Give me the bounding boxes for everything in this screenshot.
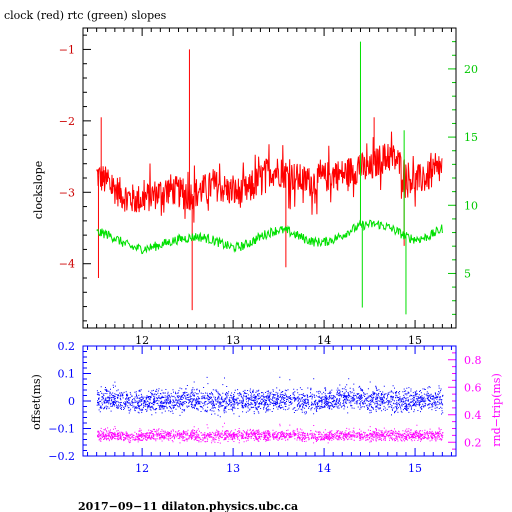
offset-plot-ticks: 12 13 14 15 −0.2 −0.1 0 0.1 0.2 0.2 0.4 0.6 0.8 <box>48 340 481 475</box>
offset-plot-data <box>96 376 444 444</box>
slopes-y-tick-label-right: 20 <box>464 63 478 76</box>
slopes-x-tick-label: 15 <box>408 334 422 347</box>
slopes-y-tick-label-right: 5 <box>464 267 471 280</box>
slopes-y-tick-label-right: 10 <box>464 199 478 212</box>
offset-y-tick-label: 0.2 <box>58 340 76 353</box>
offset-x-tick-label: 13 <box>226 462 240 475</box>
offset-y-tick-label: −0.1 <box>48 423 75 436</box>
offset-plot-frame <box>82 345 457 457</box>
offset-x-tick-label: 14 <box>317 462 331 475</box>
series-points-rnd-trip <box>97 422 444 444</box>
series-line-clock <box>96 131 443 223</box>
slopes-x-tick-label: 14 <box>317 334 331 347</box>
offset-y-tick-label-right: 0.2 <box>464 436 482 449</box>
slopes-y-tick-label: −4 <box>59 258 75 271</box>
offset-y-tick-label: −0.2 <box>48 450 75 463</box>
offset-x-tick-label: 15 <box>408 462 422 475</box>
slopes-x-tick-label: 13 <box>226 334 240 347</box>
offset-plot: 12 13 14 15 −0.2 −0.1 0 0.1 0.2 0.2 0.4 0.6 0.8 <box>48 340 481 475</box>
offset-y-tick-label: 0.1 <box>58 368 76 381</box>
offset-y-tick-label: 0 <box>68 395 75 408</box>
y-axis-label-rndtrip: rnd−trip(ms) <box>490 373 503 447</box>
y-axis-label-offset: offset(ms) <box>30 374 43 430</box>
slopes-plot-data <box>96 41 443 315</box>
slopes-plot-ticks: 12 13 14 15 −4 −3 −2 −1 5 10 15 20 <box>59 27 478 347</box>
offset-y-tick-label-right: 0.6 <box>464 381 482 394</box>
y-axis-label-clockslope: clockslope <box>32 161 45 219</box>
slopes-plot: 12 13 14 15 −4 −3 −2 −1 5 10 15 20 <box>59 27 478 347</box>
slopes-y-tick-label-right: 15 <box>464 131 478 144</box>
slopes-plot-frame <box>82 27 457 329</box>
offset-y-tick-label-right: 0.4 <box>464 409 482 422</box>
footer-host-date: 2017−09−11 dilaton.physics.ubc.ca <box>78 500 298 512</box>
series-points-offset <box>96 376 444 418</box>
slopes-y-tick-label: −1 <box>59 43 75 56</box>
series-line-rtc <box>96 219 443 255</box>
offset-x-tick-label: 12 <box>135 462 149 475</box>
slopes-x-tick-label: 12 <box>135 334 149 347</box>
slopes-y-tick-label: −3 <box>59 186 75 199</box>
slopes-y-tick-label: −2 <box>59 115 75 128</box>
chart-title: clock (red) rtc (green) slopes <box>4 9 167 22</box>
offset-y-tick-label-right: 0.8 <box>464 354 482 367</box>
